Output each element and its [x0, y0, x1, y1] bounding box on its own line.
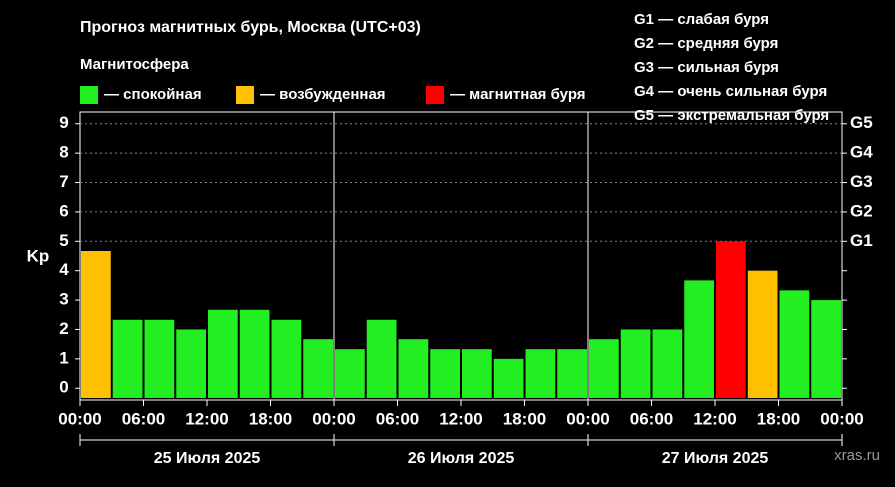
bar	[208, 309, 238, 398]
y2-tick-label: G1	[850, 231, 873, 250]
bar	[620, 329, 651, 398]
x-tick-label: 00:00	[566, 409, 609, 428]
bar	[716, 241, 746, 398]
bar	[811, 300, 841, 398]
bar	[589, 339, 619, 398]
bar	[493, 358, 524, 398]
bar	[557, 349, 587, 398]
x-tick-label: 12:00	[439, 409, 482, 428]
x-tick-label: 12:00	[693, 409, 736, 428]
bar	[176, 329, 206, 398]
scale-legend-item: G4 — очень сильная буря	[634, 83, 827, 100]
y-tick-label: 8	[59, 143, 68, 162]
bar	[81, 251, 111, 398]
subtitle: Магнитосфера	[80, 56, 189, 73]
x-tick-label: 18:00	[757, 409, 800, 428]
bar	[303, 339, 333, 398]
y-tick-label: 6	[59, 201, 68, 220]
legend-label: — магнитная буря	[450, 86, 586, 103]
x-tick-label: 18:00	[249, 409, 292, 428]
bar	[652, 329, 683, 398]
y2-tick-label: G5	[850, 113, 873, 132]
legend-swatch	[236, 86, 254, 104]
chart-title: Прогноз магнитных бурь, Москва (UTC+03)	[80, 19, 421, 36]
scale-legend-item: G5 — экстремальная буря	[634, 107, 829, 124]
legend-label: — возбужденная	[260, 86, 386, 103]
x-tick-label: 00:00	[58, 409, 101, 428]
bar	[112, 319, 143, 398]
x-tick-label: 00:00	[820, 409, 863, 428]
bar	[271, 319, 302, 398]
legend-swatch	[80, 86, 98, 104]
y2-tick-label: G4	[850, 143, 873, 162]
scale-legend-item: G3 — сильная буря	[634, 59, 779, 76]
legend-label: — спокойная	[104, 86, 202, 103]
scale-legend-item: G2 — средняя буря	[634, 35, 778, 52]
bar	[747, 270, 778, 398]
day-label: 25 Июля 2025	[154, 450, 261, 467]
y-axis-label: Kp	[27, 246, 50, 265]
watermark: xras.ru	[834, 447, 880, 464]
x-tick-label: 06:00	[630, 409, 673, 428]
x-tick-label: 06:00	[122, 409, 165, 428]
bar	[684, 280, 714, 398]
x-tick-label: 00:00	[312, 409, 355, 428]
bar	[239, 309, 270, 398]
y-tick-label: 0	[59, 378, 68, 397]
bar	[335, 349, 365, 398]
y2-tick-label: G3	[850, 172, 873, 191]
bar	[525, 349, 556, 398]
y-tick-label: 4	[59, 260, 69, 279]
x-tick-label: 18:00	[503, 409, 546, 428]
bar	[398, 339, 429, 398]
bar	[779, 290, 810, 398]
bar	[462, 349, 492, 398]
y-tick-label: 3	[59, 290, 68, 309]
y2-tick-label: G2	[850, 201, 873, 220]
bar	[144, 319, 175, 398]
bar	[366, 319, 397, 398]
day-label: 26 Июля 2025	[408, 450, 515, 467]
scale-legend-item: G1 — слабая буря	[634, 11, 769, 28]
y-tick-label: 2	[59, 319, 68, 338]
x-tick-label: 06:00	[376, 409, 419, 428]
y-tick-label: 7	[59, 172, 68, 191]
y-tick-label: 5	[59, 231, 68, 250]
legend-swatch	[426, 86, 444, 104]
x-tick-label: 12:00	[185, 409, 228, 428]
day-label: 27 Июля 2025	[662, 450, 769, 467]
y-tick-label: 9	[59, 113, 68, 132]
y-tick-label: 1	[59, 348, 68, 367]
bar	[430, 349, 460, 398]
